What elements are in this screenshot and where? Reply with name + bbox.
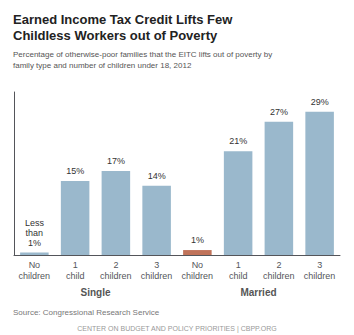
svg-text:No: No xyxy=(29,260,41,270)
svg-text:1%: 1% xyxy=(28,238,41,248)
svg-text:children: children xyxy=(100,271,132,281)
svg-text:Percentage of otherwise-poor f: Percentage of otherwise-poor families th… xyxy=(13,50,272,59)
svg-text:15%: 15% xyxy=(66,166,84,176)
svg-text:children: children xyxy=(182,271,214,281)
svg-text:children: children xyxy=(263,271,295,281)
svg-text:CENTER ON BUDGET AND POLICY PR: CENTER ON BUDGET AND POLICY PRIORITIES |… xyxy=(77,325,276,333)
svg-text:14%: 14% xyxy=(148,171,166,181)
svg-text:29%: 29% xyxy=(311,97,329,107)
svg-text:2: 2 xyxy=(276,260,281,270)
svg-text:27%: 27% xyxy=(270,107,288,117)
svg-text:than: than xyxy=(26,228,44,238)
svg-text:child: child xyxy=(229,271,248,281)
svg-text:family type and number of chil: family type and number of children under… xyxy=(13,61,192,70)
svg-text:children: children xyxy=(19,271,51,281)
svg-text:Less: Less xyxy=(25,218,45,228)
svg-text:21%: 21% xyxy=(229,136,247,146)
svg-text:1%: 1% xyxy=(191,235,204,245)
svg-text:children: children xyxy=(141,271,173,281)
svg-text:1: 1 xyxy=(73,260,78,270)
svg-text:Single: Single xyxy=(80,287,110,298)
svg-text:Earned Income Tax Credit Lifts: Earned Income Tax Credit Lifts Few xyxy=(13,12,233,27)
svg-text:3: 3 xyxy=(317,260,322,270)
svg-text:17%: 17% xyxy=(107,156,125,166)
svg-text:No: No xyxy=(192,260,204,270)
svg-text:2: 2 xyxy=(113,260,118,270)
svg-text:3: 3 xyxy=(154,260,159,270)
svg-text:children: children xyxy=(304,271,336,281)
svg-text:Married: Married xyxy=(240,287,276,298)
svg-text:Source: Congressional Research: Source: Congressional Research Service xyxy=(13,308,160,317)
svg-text:1: 1 xyxy=(236,260,241,270)
svg-text:Childless Workers out of Pover: Childless Workers out of Poverty xyxy=(13,28,218,43)
svg-text:child: child xyxy=(66,271,85,281)
